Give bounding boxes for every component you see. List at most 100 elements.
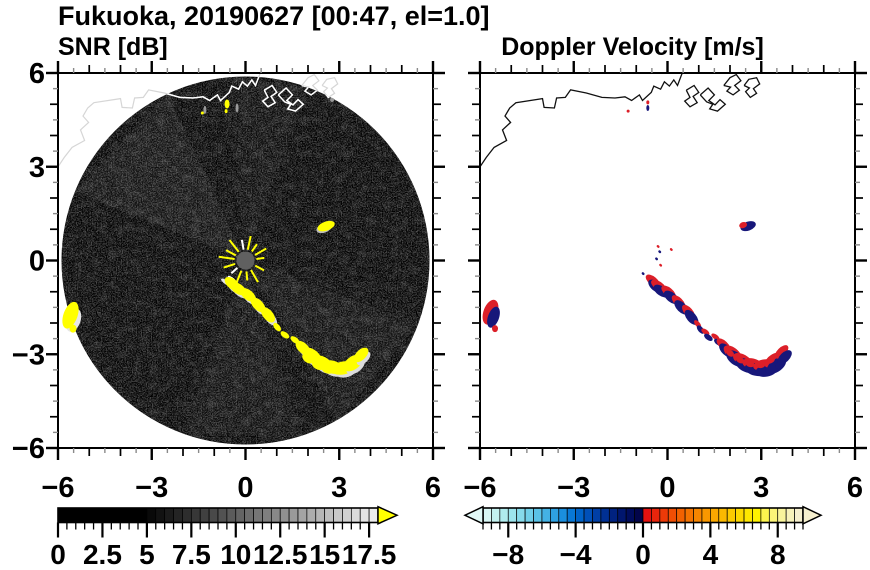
echo-blob <box>739 221 748 229</box>
colorbar-segment <box>659 507 669 523</box>
center-spoke <box>218 255 235 260</box>
velocity-panel-title: Doppler Velocity [m/s] <box>501 33 764 61</box>
y-tick-label: 3 <box>29 152 45 184</box>
snr-colorbar: 0 2.5 5 7.5 10 12.5 15 17.5 <box>50 505 399 570</box>
colorbar-segment <box>93 507 103 523</box>
center-spoke <box>250 243 258 253</box>
coast-echo <box>200 111 204 115</box>
colorbar-segment <box>84 507 94 523</box>
echo-blob <box>745 360 755 368</box>
colorbar-segment <box>279 507 290 523</box>
colorbar-segment <box>651 507 661 523</box>
echo-blob <box>311 359 325 371</box>
center-spoke <box>254 264 265 272</box>
colorbar-segment <box>253 507 263 523</box>
speck <box>659 263 663 267</box>
coast-echo <box>626 109 630 113</box>
echo-blob <box>487 306 500 328</box>
colorbar-segment <box>684 507 694 523</box>
colorbar-under-arrow <box>463 505 484 525</box>
speck <box>655 257 658 261</box>
port-outline-faint <box>321 77 339 99</box>
colorbar-tick-label: 8 <box>770 539 786 570</box>
speck <box>641 272 645 276</box>
port-outline <box>743 76 761 99</box>
colorbar-segment <box>718 507 728 523</box>
echo-blob <box>273 322 281 332</box>
snr-panel: −6 −3 0 3 6 6 3 0 −3 −6 <box>12 58 445 504</box>
colorbar-segment <box>146 507 157 523</box>
colorbar-segment <box>524 507 534 523</box>
coast-echo <box>203 105 207 114</box>
echo-blob <box>492 325 498 333</box>
colorbar-segment <box>288 507 299 523</box>
center-spoke <box>254 247 267 256</box>
colorbar-tick-label: 2.5 <box>83 539 122 570</box>
colorbar-segment <box>566 507 576 523</box>
colorbar-tick-label: 0 <box>635 539 651 570</box>
colorbar-segment <box>315 507 326 523</box>
beam-wedge <box>182 260 303 436</box>
colorbar-segment <box>217 507 228 523</box>
colorbar-segment <box>743 507 753 523</box>
colorbar-segment <box>235 507 246 523</box>
x-tick-label: 0 <box>237 472 253 504</box>
x-tick-label: 3 <box>331 472 347 504</box>
echo-blob <box>735 356 745 364</box>
center-spoke <box>240 239 245 250</box>
echo-blob <box>701 328 710 336</box>
y-tick-label: −3 <box>12 339 45 371</box>
speck <box>656 245 660 248</box>
y-tick-label: 0 <box>29 246 45 278</box>
colorbar-segment <box>785 507 795 523</box>
port-outline <box>699 87 727 112</box>
colorbar-segment <box>128 507 139 523</box>
echo-blob <box>317 220 335 232</box>
echo-blob <box>756 361 766 369</box>
x-tick-label: −3 <box>135 472 168 504</box>
colorbar-tick-label: 12.5 <box>253 539 308 570</box>
colorbar-segment <box>693 507 703 523</box>
colorbar-segment <box>226 507 237 523</box>
colorbar-segment <box>550 507 560 523</box>
echo-blob <box>69 324 77 333</box>
colorbar-segment <box>297 507 308 523</box>
colorbar-tick-label: 15 <box>309 539 340 570</box>
colorbar-segment <box>208 507 219 523</box>
colorbar-segment <box>617 507 627 523</box>
echo-blob <box>280 331 290 339</box>
center-spoke <box>223 262 236 269</box>
beam-wedge <box>74 93 246 261</box>
colorbar-segment <box>642 507 652 523</box>
colorbar-segment <box>137 507 148 523</box>
figure-title: Fukuoka, 20190627 [00:47, el=1.0] <box>58 1 490 31</box>
echo-blob <box>766 356 776 364</box>
colorbar-segment <box>119 507 130 523</box>
center-spoke <box>228 239 240 253</box>
colorbar-segment <box>600 507 610 523</box>
colorbar-segment <box>244 507 254 523</box>
colorbar-tick-label: 17.5 <box>342 539 397 570</box>
colorbar-segment <box>324 507 334 523</box>
colorbar-segment <box>676 507 686 523</box>
colorbar-segment <box>190 507 201 523</box>
colorbar-tick-label: 4 <box>703 539 719 570</box>
echo-blob <box>777 350 792 365</box>
center-spoke <box>250 269 259 283</box>
colorbar-segment <box>75 507 86 523</box>
speck <box>669 248 673 251</box>
beam-wedge <box>245 260 419 420</box>
colorbar-segment <box>735 507 745 523</box>
colorbar-segment <box>482 507 492 523</box>
colorbar-segment <box>306 507 317 523</box>
velocity-colorbar: −8 −4 0 4 8 <box>463 505 823 570</box>
port-outline <box>683 84 700 108</box>
colorbar-segment <box>558 507 568 523</box>
colorbar-segment <box>726 507 736 523</box>
colorbar-segment <box>575 507 585 523</box>
colorbar-segment <box>583 507 593 523</box>
colorbar-segment <box>359 507 370 523</box>
colorbar-tick-label: 5 <box>139 539 155 570</box>
colorbar-segment <box>270 507 281 523</box>
